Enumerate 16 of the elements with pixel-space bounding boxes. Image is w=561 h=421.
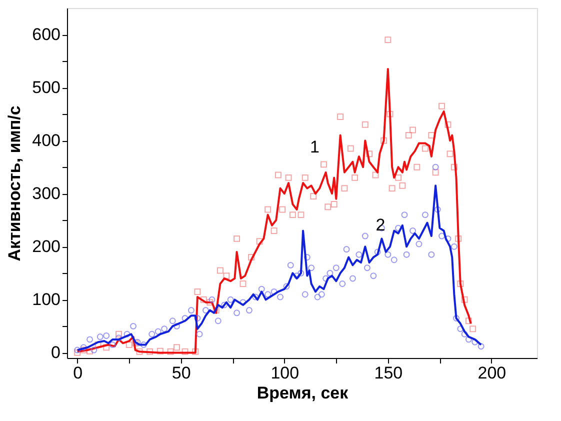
y-tick-label: 0: [51, 343, 60, 362]
y-tick-label: 500: [32, 78, 60, 98]
x-tick-label: 50: [172, 364, 191, 382]
x-tick-label: 200: [478, 364, 506, 382]
x-tick-label: 100: [270, 364, 300, 382]
annotation: 2: [376, 216, 386, 235]
y-tick-label: 200: [32, 237, 60, 256]
x-tick-label: 150: [374, 364, 403, 382]
y-axis-title: Активность, имп/с: [5, 106, 24, 262]
y-tick-label: 400: [32, 131, 60, 150]
y-tick-label: 600: [32, 25, 60, 44]
annotation: 1: [310, 137, 320, 156]
y-tick-label: 300: [32, 184, 60, 204]
x-axis-title: Время, сек: [256, 384, 349, 402]
x-tick-label: 0: [73, 364, 83, 382]
y-tick-label: 100: [32, 290, 60, 310]
